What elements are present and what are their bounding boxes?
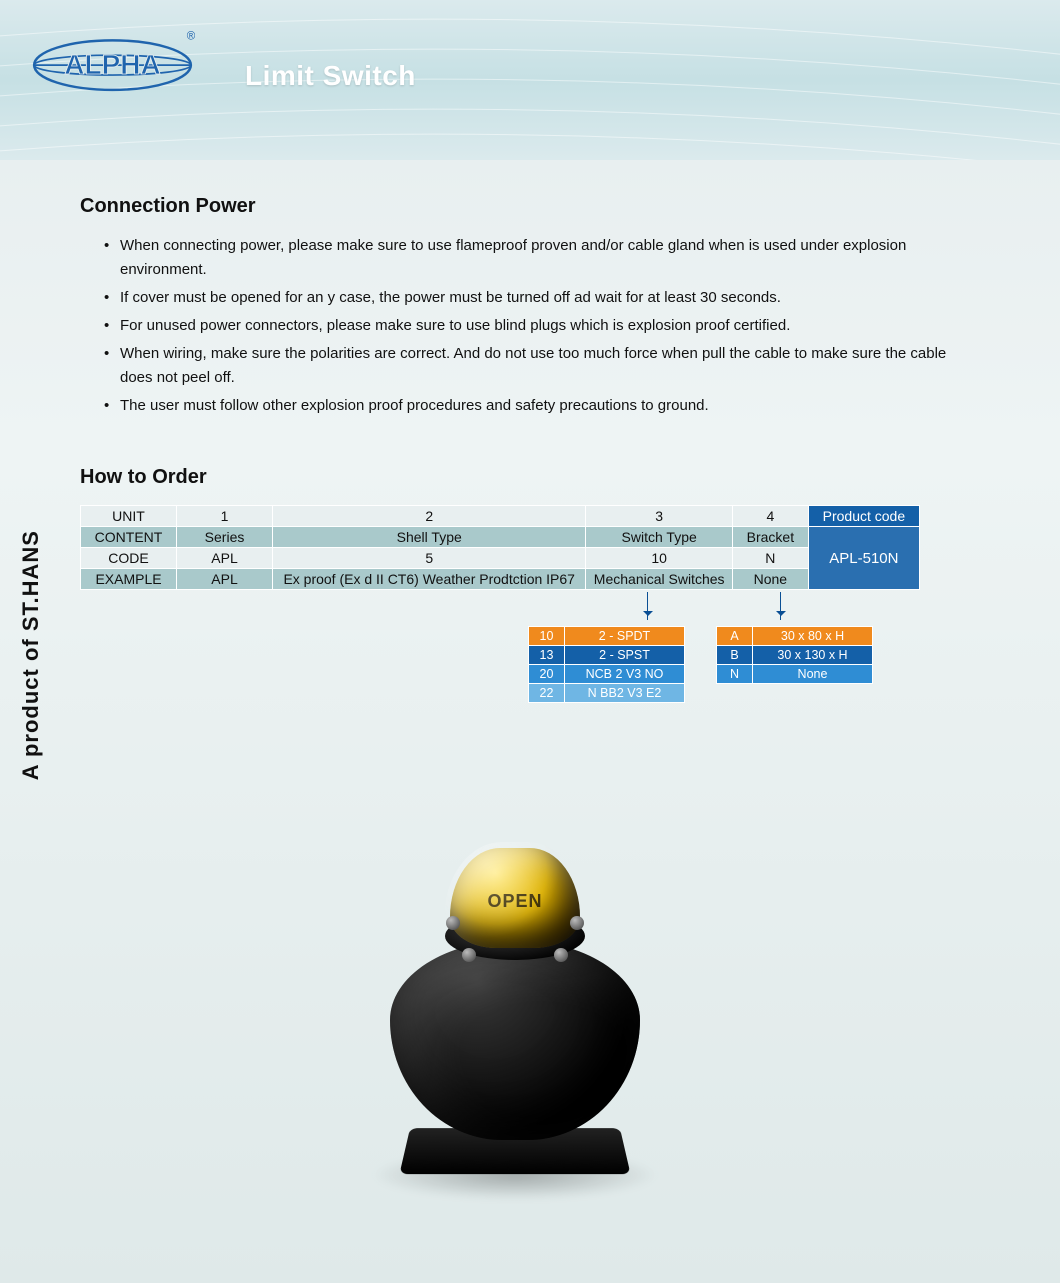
table-row: 20NCB 2 V3 NO [529,665,685,684]
bolt-icon [446,916,460,930]
cell: APL [177,548,273,569]
cell: 3 [586,506,733,527]
cell: Mechanical Switches [586,569,733,590]
order-code-table: UNIT 1 2 3 4 Product code CONTENT Series… [80,505,920,590]
cell: 5 [273,548,586,569]
cell: 2 [273,506,586,527]
table-row-content: CONTENT Series Shell Type Switch Type Br… [81,527,920,548]
option-code: 10 [529,627,565,646]
option-code: N [717,665,753,684]
cell: Series [177,527,273,548]
product-illustration: OPEN [350,780,680,1230]
cell: 1 [177,506,273,527]
dome-open-label: OPEN [487,891,542,912]
option-subtables: 102 - SPDT132 - SPST20NCB 2 V3 NO22N BB2… [80,598,980,718]
table-row: NNone [717,665,873,684]
cell: None [732,569,808,590]
header-band: ALPHA ® Limit Switch [0,0,1060,160]
brand-text: ALPHA [64,49,161,80]
option-code: B [717,646,753,665]
cell: Switch Type [586,527,733,548]
option-code: 13 [529,646,565,665]
product-body [390,940,640,1140]
row-label: CONTENT [81,527,177,548]
section-heading-order: How to Order [80,466,980,489]
row-label: UNIT [81,506,177,527]
side-vertical-text: A product of ST.HANS [18,530,44,780]
bullet-item: For unused power connectors, please make… [104,314,980,338]
option-desc: None [753,665,873,684]
bullet-item: If cover must be opened for an y case, t… [104,286,980,310]
row-label: CODE [81,548,177,569]
cell: N [732,548,808,569]
bullet-item: The user must follow other explosion pro… [104,394,980,418]
option-desc: 2 - SPST [565,646,685,665]
table-row: B30 x 130 x H [717,646,873,665]
bracket-options-table: A30 x 80 x HB30 x 130 x HNNone [716,626,873,684]
table-row-example: EXAMPLE APL Ex proof (Ex d II CT6) Weath… [81,569,920,590]
brand-logo: ALPHA ® [30,28,195,107]
cell: 4 [732,506,808,527]
svg-text:®: ® [187,31,195,43]
table-row: 132 - SPST [529,646,685,665]
table-row: A30 x 80 x H [717,627,873,646]
option-desc: 30 x 130 x H [753,646,873,665]
option-desc: 30 x 80 x H [753,627,873,646]
option-code: 22 [529,684,565,703]
product-dome: OPEN [450,848,580,948]
bullet-item: When wiring, make sure the polarities ar… [104,342,980,390]
product-code-value: APL-510N [808,527,919,590]
section-heading-connection: Connection Power [80,195,980,218]
arrow-icon [780,592,781,620]
switch-options-table: 102 - SPDT132 - SPST20NCB 2 V3 NO22N BB2… [528,626,685,703]
page-title: Limit Switch [245,60,416,92]
cell: Ex proof (Ex d II CT6) Weather Prodtctio… [273,569,586,590]
bullet-item: When connecting power, please make sure … [104,234,980,282]
bolt-icon [554,948,568,962]
table-row-code: CODE APL 5 10 N [81,548,920,569]
table-row-unit: UNIT 1 2 3 4 Product code [81,506,920,527]
arrow-icon [647,592,648,620]
option-desc: 2 - SPDT [565,627,685,646]
table-row: 102 - SPDT [529,627,685,646]
cell: 10 [586,548,733,569]
bolt-icon [570,916,584,930]
option-desc: NCB 2 V3 NO [565,665,685,684]
cell: Shell Type [273,527,586,548]
cell: Bracket [732,527,808,548]
connection-bullet-list: When connecting power, please make sure … [104,234,980,418]
product-code-header: Product code [808,506,919,527]
option-desc: N BB2 V3 E2 [565,684,685,703]
content-area: Connection Power When connecting power, … [80,195,980,718]
cell: APL [177,569,273,590]
table-row: 22N BB2 V3 E2 [529,684,685,703]
row-label: EXAMPLE [81,569,177,590]
bolt-icon [462,948,476,962]
option-code: 20 [529,665,565,684]
option-code: A [717,627,753,646]
